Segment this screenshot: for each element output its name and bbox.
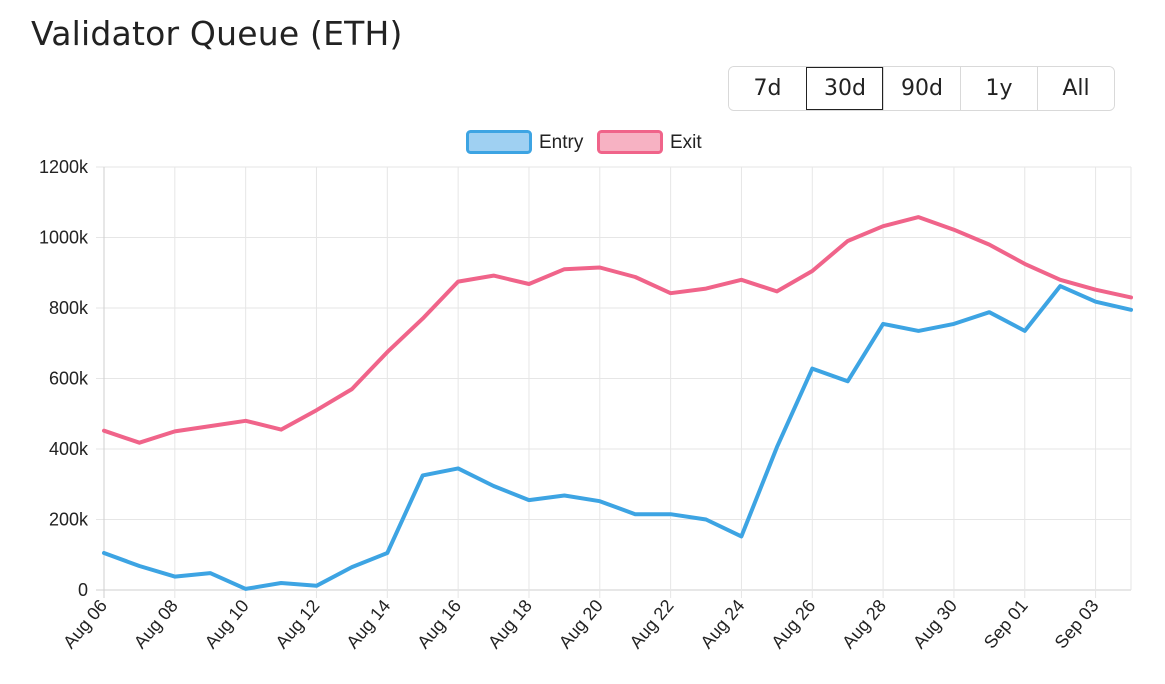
x-tick-label: Aug 12 [272, 596, 324, 653]
x-tick-label: Aug 20 [555, 596, 607, 653]
range-1y-button[interactable]: 1y [960, 67, 1037, 110]
x-tick-label: Aug 30 [909, 596, 961, 653]
x-tick-label: Aug 08 [130, 596, 182, 653]
y-tick-label: 0 [78, 580, 88, 600]
chart-legend: Entry Exit [466, 130, 702, 154]
y-tick-label: 1200k [39, 157, 89, 177]
legend-swatch-entry [466, 130, 532, 154]
y-axis: 0 200k 400k 600k 800k 1000k 1200k [39, 157, 89, 600]
range-7d-button[interactable]: 7d [729, 67, 806, 110]
series-line-exit [102, 215, 1133, 445]
y-tick-label: 400k [49, 439, 89, 459]
y-tick-label: 800k [49, 298, 89, 318]
x-tick-label: Aug 18 [484, 596, 536, 653]
chart-series [102, 215, 1133, 591]
x-tick-label: Aug 14 [342, 596, 394, 653]
y-tick-label: 600k [49, 369, 89, 389]
x-axis: Aug 06 Aug 08 Aug 10 Aug 12 Aug 14 Aug 16 Aug … [59, 596, 1103, 653]
series-line-entry [102, 284, 1133, 591]
legend-swatch-exit [597, 130, 663, 154]
x-tick-label: Sep 01 [980, 596, 1032, 653]
x-tick-label: Aug 10 [201, 596, 253, 653]
range-all-button[interactable]: All [1037, 67, 1114, 110]
range-30d-button[interactable]: 30d [806, 67, 883, 110]
y-tick-label: 200k [49, 510, 89, 530]
legend-label-exit: Exit [670, 132, 702, 153]
x-tick-label: Aug 26 [767, 596, 819, 653]
time-range-selector: 7d 30d 90d 1y All [728, 66, 1115, 111]
x-tick-label: Aug 28 [838, 596, 890, 653]
x-tick-label: Aug 16 [413, 596, 465, 653]
chart-grid [96, 166, 1132, 598]
y-tick-label: 1000k [39, 228, 89, 248]
x-tick-label: Aug 24 [697, 596, 749, 653]
x-tick-label: Aug 22 [626, 596, 678, 653]
x-tick-label: Aug 06 [59, 596, 111, 653]
page-title: Validator Queue (ETH) [31, 14, 403, 53]
legend-label-entry: Entry [539, 132, 584, 153]
range-90d-button[interactable]: 90d [883, 67, 960, 110]
x-tick-label: Sep 03 [1051, 596, 1103, 653]
